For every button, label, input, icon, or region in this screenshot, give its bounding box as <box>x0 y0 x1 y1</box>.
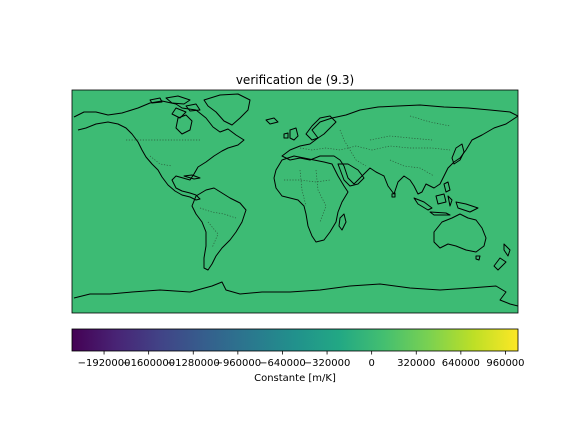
colorbar: −1920000−1600000−1280000−960000−640000−3… <box>71 328 525 384</box>
world-map <box>71 89 519 314</box>
coastline-hudson-bay <box>175 114 193 135</box>
coastline-eurasia <box>281 104 518 195</box>
coastline-greenland <box>203 93 251 126</box>
coastline-new-zealand <box>493 243 511 271</box>
coastline-arabia <box>337 163 365 187</box>
colorbar-tick-label: 0 <box>368 358 374 369</box>
coastline-japan <box>451 143 465 165</box>
coastline-madagascar <box>338 213 347 231</box>
map-frame <box>71 89 519 314</box>
country-borders <box>126 115 451 249</box>
colorbar-tick-label: −320000 <box>304 358 351 369</box>
colorbar-gradient <box>71 328 519 352</box>
map-background <box>72 90 518 313</box>
colorbar-tick-label: 960000 <box>486 358 524 369</box>
colorbar-ticks: −1920000−1600000−1280000−960000−640000−3… <box>78 351 525 369</box>
coastline-north-america <box>73 100 245 201</box>
coastline-south-america <box>191 187 247 271</box>
colorbar-tick-label: −1280000 <box>167 358 220 369</box>
coastline-iceland <box>265 117 279 125</box>
coastline-africa <box>273 155 349 243</box>
coastline-indonesia <box>413 181 479 216</box>
colorbar-tick-label: −1600000 <box>122 358 175 369</box>
coastline-antarctica <box>73 281 518 307</box>
coastline-tasmania <box>475 255 481 261</box>
colorbar-tick-label: −960000 <box>215 358 262 369</box>
colorbar-tick-label: 640000 <box>442 358 480 369</box>
coastline-british-isles <box>283 127 299 141</box>
coastline-cuba <box>183 174 201 180</box>
colorbar-label: Constante [m/K] <box>254 373 336 384</box>
colorbar-tick-label: −1920000 <box>78 358 131 369</box>
colorbar-tick-label: −640000 <box>259 358 306 369</box>
map-title: verification de (9.3) <box>236 73 354 87</box>
coastline-arctic-islands <box>149 95 201 119</box>
coastline-scandinavia <box>305 115 337 141</box>
coastline-australia <box>433 213 487 253</box>
colorbar-tick-label: 320000 <box>397 358 435 369</box>
coastline-sri-lanka <box>391 192 396 198</box>
